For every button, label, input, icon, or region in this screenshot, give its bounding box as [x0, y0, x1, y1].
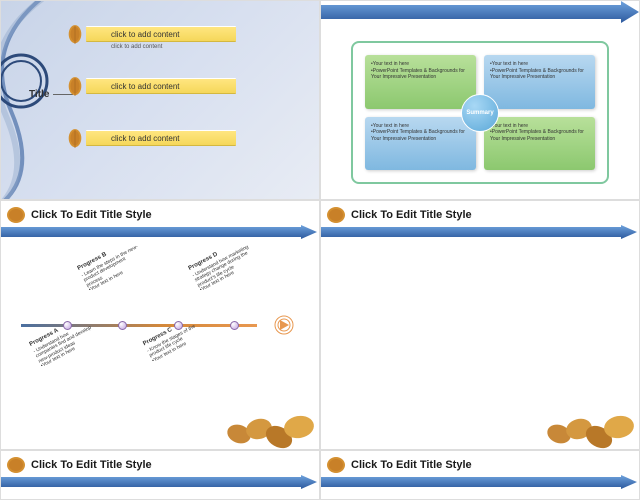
slide3-title-band: Click To Edit Title Style: [5, 205, 152, 225]
leaf-icon: [66, 128, 84, 150]
content-bar-1[interactable]: click to add content click to add conten…: [86, 26, 236, 42]
timeline-dot-2: [118, 321, 127, 330]
title-arrow-band: [321, 1, 639, 23]
title-arrow: [321, 225, 639, 239]
summary-frame: •Your text in here •PowerPoint Templates…: [351, 41, 609, 184]
summary-box-3[interactable]: •Your text in here •PowerPoint Templates…: [365, 117, 476, 171]
leaves-decoration: [529, 399, 639, 449]
title-leaf-icon: [325, 205, 347, 225]
content-bar-2[interactable]: click to add content: [86, 78, 236, 94]
title-leaf-icon: [5, 205, 27, 225]
summary-center: Summary: [461, 94, 499, 132]
title-leaf-icon: [325, 455, 347, 475]
slide-5: Click To Edit Title Style: [0, 450, 320, 500]
slide-3: Click To Edit Title Style Progress A- Un…: [0, 200, 320, 450]
slide-4: Click To Edit Title Style: [320, 200, 640, 450]
summary-grid: •Your text in here •PowerPoint Templates…: [365, 55, 595, 170]
title-arrow: [1, 475, 319, 489]
title-arrow: [321, 475, 639, 489]
slide4-title[interactable]: Click To Edit Title Style: [351, 209, 472, 221]
leaves-decoration: [209, 399, 319, 449]
slide-1: Title click to add content click to add …: [0, 0, 320, 200]
timeline-label-c[interactable]: Progress C- Know the stages of the produ…: [143, 311, 212, 364]
timeline-label-b[interactable]: Progress B- Learn the steps in the new-p…: [76, 236, 148, 294]
slide6-title-band: Click To Edit Title Style: [325, 455, 472, 475]
slide-2: •Your text in here •PowerPoint Templates…: [320, 0, 640, 200]
summary-box-2[interactable]: •Your text in here •PowerPoint Templates…: [484, 55, 595, 109]
summary-box-4[interactable]: •Your text in here •PowerPoint Templates…: [484, 117, 595, 171]
slide3-title[interactable]: Click To Edit Title Style: [31, 209, 152, 221]
slide6-title[interactable]: Click To Edit Title Style: [351, 459, 472, 471]
slide4-title-band: Click To Edit Title Style: [325, 205, 472, 225]
bar-text: click to add content: [111, 30, 179, 39]
slide1-title[interactable]: Title: [29, 89, 49, 100]
slide1-items: click to add content click to add conten…: [86, 26, 236, 182]
content-bar-3[interactable]: click to add content: [86, 130, 236, 146]
slide-6: Click To Edit Title Style: [320, 450, 640, 500]
summary-box-1[interactable]: •Your text in here •PowerPoint Templates…: [365, 55, 476, 109]
leaf-icon: [66, 76, 84, 98]
timeline-label-d[interactable]: Progress D- Understand how marketing str…: [187, 236, 259, 294]
timeline-dot-4: [230, 321, 239, 330]
slide5-title-band: Click To Edit Title Style: [5, 455, 152, 475]
bar-subtext: click to add content: [111, 44, 231, 50]
slide5-title[interactable]: Click To Edit Title Style: [31, 459, 152, 471]
bar-text: click to add content: [111, 134, 179, 143]
title-arrow: [1, 225, 319, 239]
leaf-icon: [66, 24, 84, 46]
bar-text: click to add content: [111, 82, 179, 91]
timeline: Progress A- Understand how companies fin…: [21, 321, 299, 331]
timeline-arrowhead: [274, 315, 294, 335]
title-leaf-icon: [5, 455, 27, 475]
